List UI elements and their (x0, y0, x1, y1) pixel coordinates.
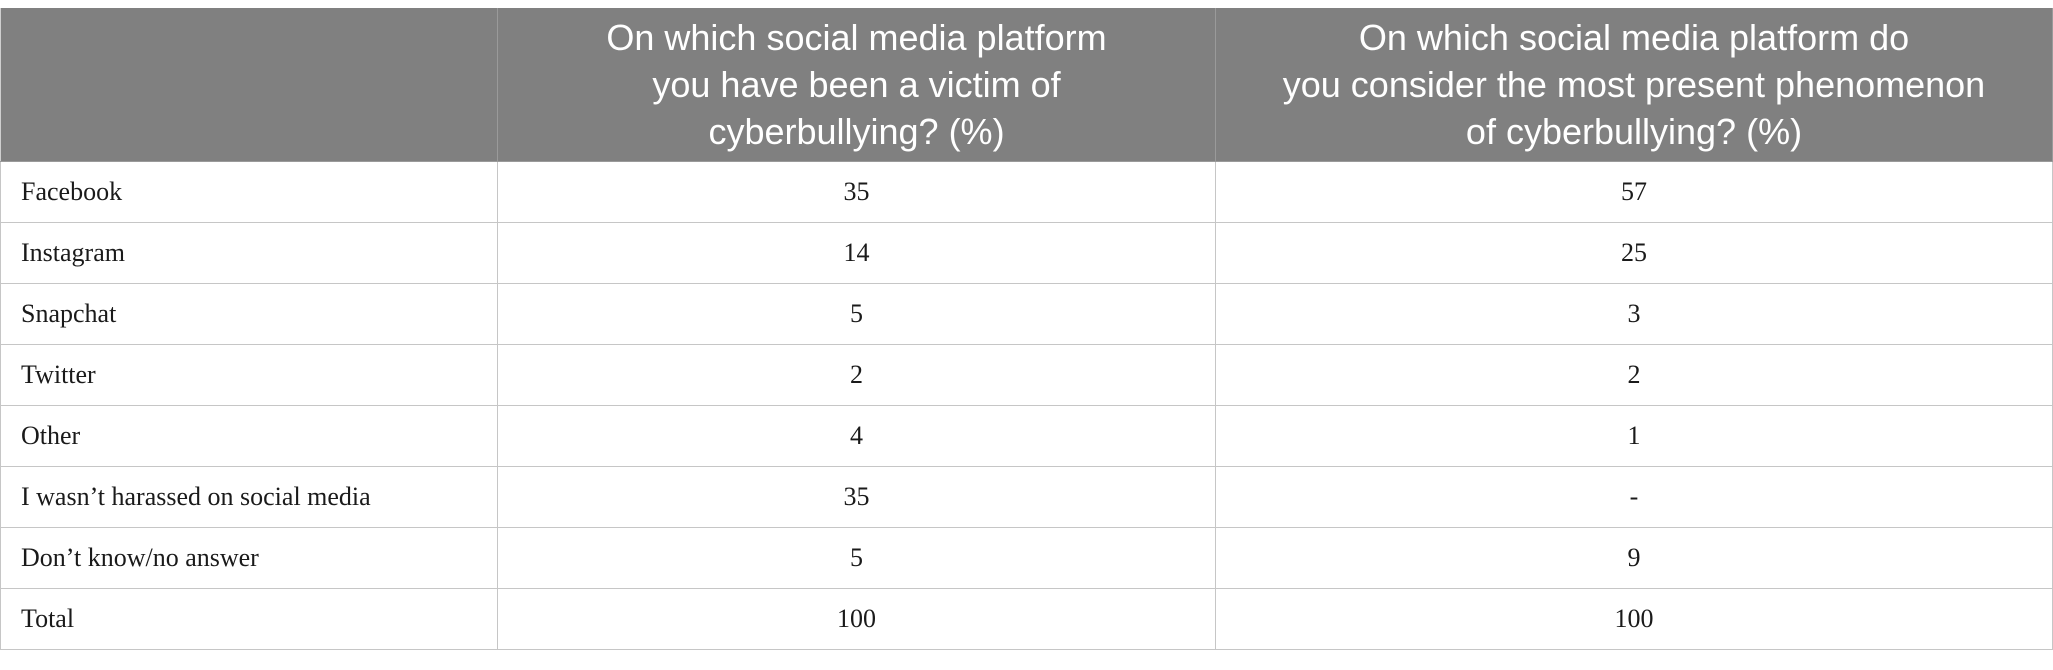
header-cell-empty (0, 8, 498, 162)
row-label: Facebook (0, 161, 498, 223)
header-cell-present: On which social media platform do you co… (1215, 8, 2053, 162)
row-label: Twitter (0, 344, 498, 406)
present-value: 2 (1215, 344, 2053, 406)
header-row: On which social media platform you have … (0, 8, 2053, 162)
victim-value: 5 (497, 283, 1216, 345)
table-row: Snapchat 5 3 (0, 283, 2053, 345)
present-value: 3 (1215, 283, 2053, 345)
victim-value: 2 (497, 344, 1216, 406)
data-table-container: On which social media platform you have … (0, 8, 2053, 650)
header-present-line-1: On which social media platform do (1358, 17, 1910, 58)
table-row: Facebook 35 57 (0, 161, 2053, 223)
table-row: Other 4 1 (0, 405, 2053, 467)
table-row: Don’t know/no answer 5 9 (0, 527, 2053, 589)
row-label: Other (0, 405, 498, 467)
present-value: 57 (1215, 161, 2053, 223)
header-victim-line-1: On which social media platform (606, 17, 1107, 58)
table-row: Twitter 2 2 (0, 344, 2053, 406)
table-row: Instagram 14 25 (0, 222, 2053, 284)
row-label: Don’t know/no answer (0, 527, 498, 589)
table-header: On which social media platform you have … (0, 8, 2053, 162)
victim-value: 35 (497, 466, 1216, 528)
victim-value: 100 (497, 588, 1216, 650)
row-label: Snapchat (0, 283, 498, 345)
present-value: 1 (1215, 405, 2053, 467)
cyberbullying-table: On which social media platform you have … (0, 8, 2053, 650)
victim-value: 4 (497, 405, 1216, 467)
row-label: I wasn’t harassed on social media (0, 466, 498, 528)
present-value: 25 (1215, 222, 2053, 284)
row-label: Total (0, 588, 498, 650)
victim-value: 14 (497, 222, 1216, 284)
header-victim-line-2: you have been a victim of (652, 64, 1061, 105)
row-label: Instagram (0, 222, 498, 284)
victim-value: 5 (497, 527, 1216, 589)
present-value: - (1215, 466, 2053, 528)
table-row: I wasn’t harassed on social media 35 - (0, 466, 2053, 528)
header-victim-line-3: cyberbullying? (%) (708, 111, 1005, 152)
header-present-line-3: of cyberbullying? (%) (1465, 111, 1803, 152)
present-value: 100 (1215, 588, 2053, 650)
table-row-total: Total 100 100 (0, 588, 2053, 650)
header-present-line-2: you consider the most present phenomenon (1282, 64, 1986, 105)
table-body: Facebook 35 57 Instagram 14 25 Snapchat … (0, 161, 2053, 650)
victim-value: 35 (497, 161, 1216, 223)
header-cell-victim: On which social media platform you have … (497, 8, 1216, 162)
present-value: 9 (1215, 527, 2053, 589)
